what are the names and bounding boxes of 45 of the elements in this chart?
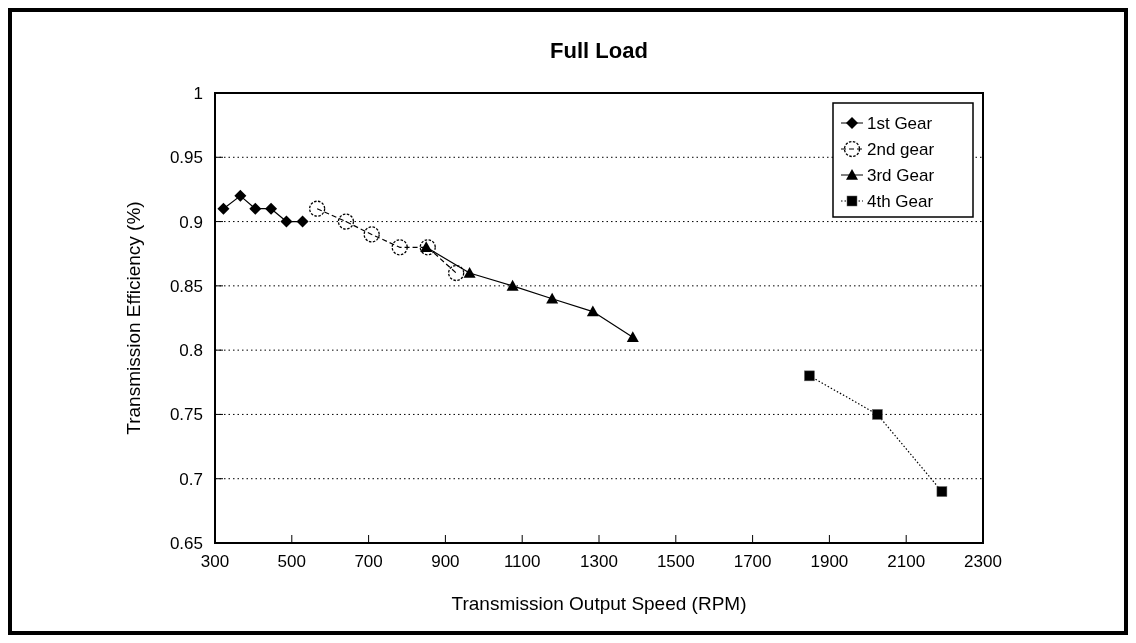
- point: [296, 215, 309, 228]
- point: [337, 213, 355, 230]
- x-tick-label: 1100: [503, 552, 541, 571]
- legend-label: 1st Gear: [867, 113, 933, 133]
- point: [586, 305, 599, 317]
- point: [872, 409, 883, 420]
- point: [546, 292, 559, 304]
- x-tick-label: 1300: [580, 552, 618, 571]
- point: [448, 264, 465, 282]
- point: [308, 200, 326, 217]
- point: [265, 202, 278, 215]
- point: [234, 189, 247, 202]
- x-tick-label: 300: [200, 552, 230, 571]
- y-tick-label: 1: [193, 83, 203, 103]
- point: [280, 215, 293, 228]
- x-tick-label: 1700: [733, 552, 772, 571]
- y-tick-label: 0.75: [169, 405, 203, 425]
- point: [936, 486, 948, 497]
- y-tick-label: 0.9: [179, 212, 203, 232]
- y-tick-label: 0.65: [169, 533, 203, 553]
- x-tick-label: 900: [431, 552, 460, 571]
- point: [626, 331, 639, 343]
- y-tick-label: 0.95: [169, 148, 203, 168]
- x-tick-label: 1900: [810, 552, 849, 571]
- point: [217, 202, 230, 215]
- y-axis-title: Transmission Efficiency (%): [123, 201, 144, 435]
- x-tick-label: 2300: [964, 552, 1002, 571]
- x-tick-label: 2100: [887, 552, 926, 571]
- x-tick-label: 500: [277, 552, 306, 571]
- legend-label: 2nd gear: [867, 139, 935, 159]
- legend-label: 4th Gear: [867, 191, 934, 211]
- point: [506, 279, 519, 291]
- point: [249, 202, 262, 215]
- y-tick-label: 0.8: [179, 341, 203, 361]
- legend-label: 3rd Gear: [867, 165, 935, 185]
- x-tick-label: 700: [354, 552, 383, 571]
- y-tick-label: 0.85: [169, 276, 203, 296]
- point: [363, 226, 380, 243]
- x-axis-title: Transmission Output Speed (RPM): [451, 593, 747, 614]
- y-tick-label: 0.7: [179, 469, 203, 489]
- point: [463, 267, 476, 278]
- point: [391, 239, 408, 256]
- chart-title: Full Load: [550, 38, 648, 63]
- x-tick-label: 1500: [656, 552, 695, 571]
- point: [804, 370, 815, 382]
